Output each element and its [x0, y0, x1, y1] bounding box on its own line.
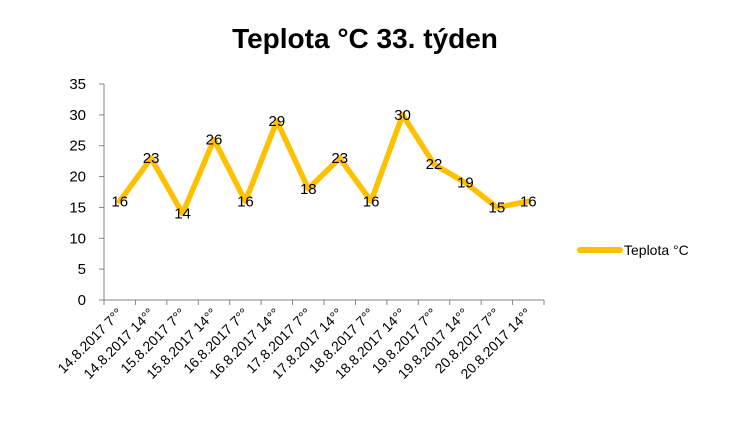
data-label: 14 [174, 206, 191, 223]
y-tick-label: 35 [69, 76, 86, 93]
plot-area: 16 23 14 26 16 29 18 23 16 30 22 19 15 16 [111, 107, 536, 223]
data-label: 15 [489, 199, 506, 216]
y-tick-label: 0 [78, 292, 86, 309]
data-point [274, 118, 280, 124]
data-label: 16 [520, 193, 537, 210]
data-point [525, 198, 531, 204]
data-label: 23 [331, 150, 348, 167]
data-point [462, 180, 468, 186]
data-point [368, 198, 374, 204]
y-tick-label: 30 [69, 107, 86, 124]
legend-label: Teplota °C [624, 242, 689, 258]
y-tick-label: 5 [78, 261, 86, 278]
chart-title: Teplota °C 33. týden [232, 23, 498, 54]
data-point [242, 198, 248, 204]
data-label: 18 [300, 181, 317, 198]
data-label: 16 [363, 193, 380, 210]
y-axis: 0 5 10 15 20 25 30 35 [69, 76, 105, 309]
y-tick-label: 15 [69, 199, 86, 216]
data-point [337, 155, 343, 161]
data-point [494, 204, 500, 210]
data-point [148, 155, 154, 161]
data-point [180, 211, 186, 217]
data-label: 16 [111, 193, 128, 210]
y-tick-label: 10 [69, 230, 86, 247]
data-label: 26 [206, 132, 223, 149]
data-label: 16 [237, 193, 254, 210]
data-label: 29 [269, 113, 286, 130]
y-tick-label: 20 [69, 169, 86, 186]
data-point [431, 161, 437, 167]
series-line [116, 112, 532, 217]
data-label: 30 [394, 107, 411, 124]
data-point [211, 137, 217, 143]
x-axis: 14.8.2017 7°°14.8.2017 14°°15.8.2017 7°°… [54, 299, 545, 382]
data-point [305, 186, 311, 192]
data-point [117, 198, 123, 204]
data-label: 23 [143, 150, 160, 167]
data-label: 19 [457, 175, 474, 192]
data-label: 22 [426, 156, 443, 173]
data-point [400, 112, 406, 118]
legend: Teplota °C [577, 242, 689, 258]
y-tick-label: 25 [69, 138, 86, 155]
